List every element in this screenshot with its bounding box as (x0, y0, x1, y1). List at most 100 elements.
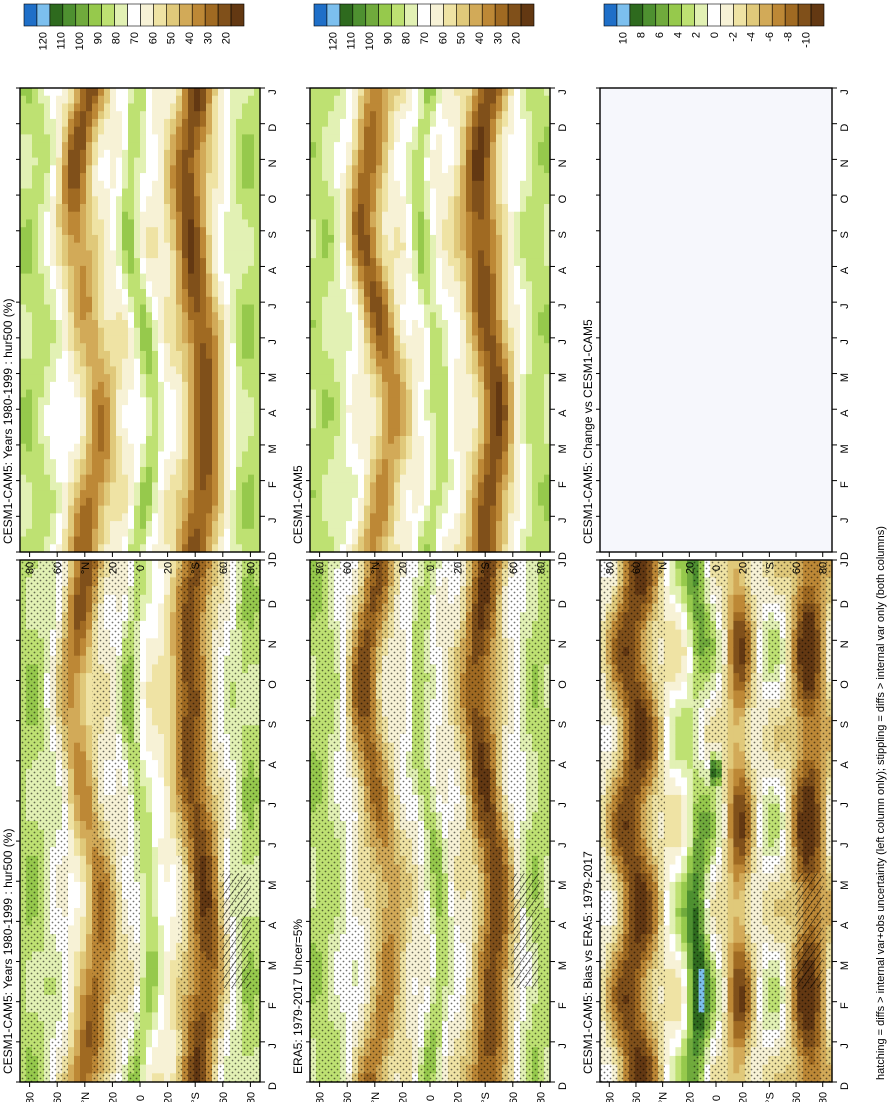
field-cell (74, 742, 81, 752)
field-cell (188, 381, 195, 391)
field-cell (74, 760, 81, 770)
field-cell (140, 699, 147, 709)
field-cell (164, 165, 171, 174)
field-cell (194, 149, 201, 159)
field-cell (170, 227, 177, 236)
field-cell (170, 88, 177, 97)
field-cell (110, 443, 117, 453)
field-cell (236, 528, 243, 538)
field-cell (68, 821, 75, 831)
field-cell (32, 389, 39, 398)
field-cell (164, 312, 171, 321)
field-cell (128, 521, 135, 530)
field-cell (56, 343, 63, 352)
field-cell (242, 103, 249, 112)
field-cell (56, 544, 63, 553)
field-cell (152, 742, 159, 752)
field-cell (128, 173, 135, 182)
field-cell (26, 374, 33, 383)
field-cell (248, 320, 255, 329)
field-cell (56, 265, 63, 275)
field-cell (116, 358, 123, 367)
field-cell (200, 188, 207, 197)
field-cell (86, 812, 93, 822)
field-cell (74, 864, 81, 874)
field-cell (62, 258, 69, 267)
field-cell (242, 544, 249, 553)
field-cell (110, 374, 117, 383)
field-cell (56, 528, 63, 538)
field-cell (116, 211, 123, 221)
field-cell (158, 304, 165, 313)
field-cell (128, 497, 135, 507)
field-cell (170, 673, 177, 683)
field-cell (62, 95, 69, 105)
field-cell (92, 211, 99, 221)
field-cell (56, 234, 63, 244)
field-cell (32, 513, 39, 522)
month-tick-label: N (267, 159, 279, 167)
field-cell (38, 505, 45, 514)
field-cell (164, 320, 171, 329)
field-cell (230, 126, 237, 135)
field-cell (230, 157, 237, 166)
field-cell (62, 103, 69, 112)
field-cell (218, 451, 225, 460)
field-cell (68, 612, 75, 622)
field-cell (38, 118, 45, 128)
field-cell (158, 1064, 165, 1074)
field-cell (224, 126, 231, 135)
month-tick-label: F (267, 1002, 279, 1009)
field-cell (116, 428, 123, 437)
field-cell (86, 327, 93, 337)
field-cell (140, 466, 147, 476)
field-cell (236, 350, 243, 360)
field-cell (206, 420, 213, 429)
field-cell (98, 436, 105, 445)
field-cell (26, 320, 33, 329)
field-cell (224, 304, 231, 313)
field-cell (116, 273, 123, 282)
field-cell (56, 296, 63, 306)
field-cell (176, 265, 183, 275)
field-cell (116, 118, 123, 128)
field-cell (170, 847, 177, 857)
field-cell (212, 466, 219, 476)
field-cell (62, 436, 69, 445)
field-cell (26, 149, 33, 159)
field-cell (92, 350, 99, 360)
field-cell (164, 88, 171, 97)
field-cell (44, 250, 51, 259)
field-cell (158, 568, 165, 578)
field-cell (122, 490, 129, 499)
month-tick-label: J (267, 842, 279, 848)
panel-field (20, 88, 261, 553)
lat-tick-label: °S (190, 562, 202, 574)
field-cell (80, 265, 87, 275)
field-cell (140, 405, 147, 414)
field-cell (56, 273, 63, 282)
field-cell (86, 420, 93, 429)
field-cell (32, 250, 39, 259)
field-cell (86, 934, 93, 944)
field-cell (164, 908, 171, 918)
field-cell (50, 474, 57, 483)
field-cell (158, 165, 165, 174)
field-cell (98, 358, 105, 367)
field-cell (224, 536, 231, 545)
field-cell (230, 490, 237, 499)
field-cell (26, 459, 33, 468)
field-cell (68, 577, 75, 587)
field-cell (68, 838, 75, 848)
field-cell (218, 304, 225, 313)
field-cell (26, 366, 33, 375)
field-cell (206, 95, 213, 105)
field-cell (188, 103, 195, 112)
field-cell (176, 149, 183, 159)
field-cell (218, 88, 225, 97)
field-cell (92, 204, 99, 213)
field-cell (80, 742, 87, 752)
field-cell (158, 204, 165, 213)
field-cell (44, 366, 51, 375)
field-cell (164, 725, 171, 735)
